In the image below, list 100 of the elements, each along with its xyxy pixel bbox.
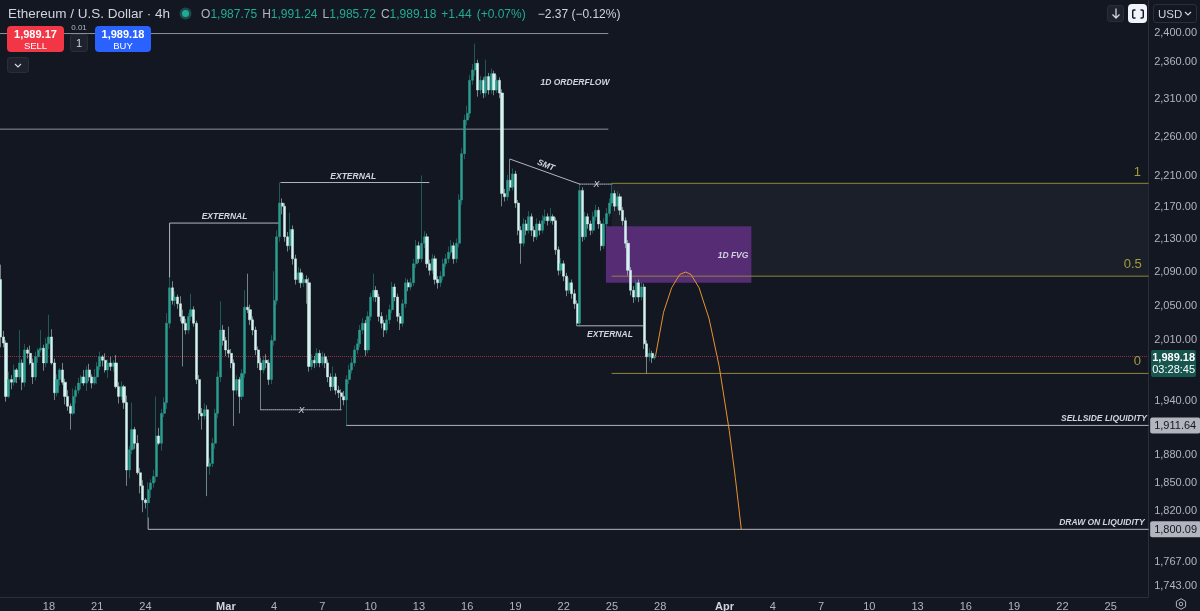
candlestick: [235, 374, 238, 395]
annotation: EXTERNAL: [201, 210, 248, 221]
candlestick: [157, 427, 160, 446]
annotation: 0: [1133, 352, 1142, 368]
x-tick-label: 7: [319, 599, 326, 611]
price-tag: 1,989.18 03:28:45: [1151, 349, 1197, 377]
y-tick-label: 2,260.00: [1154, 130, 1198, 143]
candlestick: [18, 329, 21, 380]
candlestick: [318, 349, 321, 368]
x-tick-label: 10: [364, 599, 377, 611]
ref-line-label: 1,989.18: [1151, 350, 1197, 363]
candlestick: [640, 281, 643, 301]
candlestick: [321, 351, 324, 366]
candlestick: [10, 374, 13, 390]
x-tick-label: 7: [818, 599, 825, 611]
y-tick-label: 1,743.00: [1154, 579, 1198, 592]
annotation: −2.37 (−0.12%): [537, 6, 621, 21]
data-label: 1,800.09: [1154, 523, 1198, 536]
y-tick-label: 1,940.00: [1154, 393, 1198, 406]
candlestick: [307, 277, 311, 372]
candlestick: [85, 366, 88, 392]
x-tick-label: 10: [863, 599, 876, 611]
data-label: 1,911.64: [1154, 419, 1197, 432]
annotation: X: [298, 404, 305, 415]
annotation: SELL: [23, 39, 48, 52]
candlestick: [490, 68, 493, 94]
candlestick: [42, 344, 45, 372]
candlestick: [238, 376, 241, 414]
candlestick: [313, 355, 316, 369]
x-tick-label: 28: [654, 599, 667, 611]
candlestick: [299, 268, 303, 289]
candlestick: [297, 266, 300, 284]
candlestick: [648, 347, 651, 362]
candlestick: [492, 70, 496, 96]
annotation: 1D ORDERFLOW: [540, 76, 610, 87]
candlestick: [0, 264, 2, 348]
annotation: SELLSIDE LIQUIDITY: [1060, 413, 1147, 424]
x-tick-label: 19: [1008, 599, 1021, 611]
text: O1,987.75 H1,991.24 L1,985.72 C1,989.18 +1.44 (+0.07%): [201, 6, 526, 21]
candlestick: [364, 319, 367, 357]
candlestick: [203, 403, 206, 420]
sell-button: 1,989.17 SELL: [7, 26, 64, 52]
candlestick: [7, 371, 10, 399]
annotation: BUY: [113, 39, 133, 52]
x-tick-label: 24: [139, 599, 152, 611]
candlestick: [616, 190, 619, 210]
y-tick-label: 1,880.00: [1154, 448, 1198, 461]
candlestick: [549, 207, 552, 224]
y-tick-label: 2,010.00: [1154, 332, 1198, 345]
y-tick-label: 1,820.00: [1154, 504, 1198, 517]
x-tick-label: 13: [412, 599, 426, 611]
candlestick: [120, 381, 123, 401]
x-tick-label: 13: [911, 599, 924, 611]
y-tick-label: 2,360.00: [1154, 55, 1198, 68]
x-tick-label: 21: [91, 599, 104, 611]
x-tick-label: 25: [605, 599, 619, 611]
candlestick: [479, 75, 482, 95]
candlestick: [495, 74, 498, 94]
candlestick: [559, 257, 563, 274]
annotation: EXTERNAL: [587, 328, 633, 339]
x-tick-label: 22: [1056, 599, 1069, 611]
annotation: SMT: [536, 157, 557, 173]
x-tick-label: Apr: [715, 599, 735, 611]
x-tick-label: 16: [461, 599, 474, 611]
candlestick: [112, 360, 115, 372]
annotation: 1,989.17: [13, 28, 58, 41]
annotation: 1,989.18: [100, 28, 146, 41]
candlestick: [506, 174, 509, 201]
candlestick: [581, 187, 584, 242]
candlestick: [431, 253, 434, 274]
x-tick-label: 18: [42, 599, 56, 611]
y-tick-label: 2,210.00: [1154, 168, 1198, 181]
candlestick: [522, 218, 525, 247]
candlestick: [310, 353, 313, 371]
x-tick-label: 4: [769, 599, 776, 611]
candlestick: [315, 347, 319, 367]
y-tick-label: 2,130.00: [1154, 232, 1198, 245]
candlestick: [109, 356, 112, 372]
y-tick-label: 2,050.00: [1154, 298, 1198, 311]
candlestick: [546, 213, 549, 226]
annotation: EXTERNAL: [330, 170, 377, 181]
quantity-field: 1: [70, 34, 88, 52]
x-tick-label: 25: [1104, 599, 1117, 611]
annotation: 1D FVG: [717, 249, 749, 260]
y-tick-label: 2,400.00: [1154, 26, 1198, 39]
annotation: X: [593, 178, 600, 189]
buy-button: 1,989.18 BUY: [95, 26, 151, 52]
y-tick-label: 2,310.00: [1154, 92, 1198, 105]
candlestick: [420, 175, 423, 263]
y-tick-label: 1,767.00: [1154, 555, 1198, 568]
currency-field: USD: [1153, 4, 1197, 23]
y-tick-label: 1,850.00: [1154, 476, 1198, 489]
x-tick-label: 19: [509, 599, 522, 611]
chart-title: Ethereum / U.S. Dollar · 4h: [8, 6, 171, 21]
annotation: 0.01: [70, 23, 88, 32]
annotation: 0.5: [1123, 255, 1142, 271]
annotation: DRAW ON LIQUIDITY: [1059, 517, 1145, 528]
candlestick: [613, 190, 616, 212]
candlestick: [487, 72, 490, 95]
candlestick: [302, 274, 305, 288]
